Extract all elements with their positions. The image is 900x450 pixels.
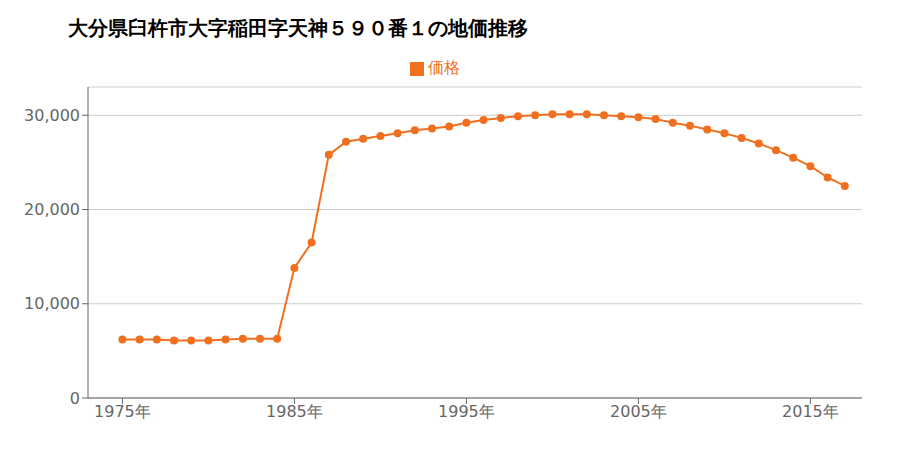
svg-text:1985年: 1985年 xyxy=(266,402,323,421)
svg-text:0: 0 xyxy=(70,389,80,408)
svg-text:1975年: 1975年 xyxy=(94,402,151,421)
svg-text:1995年: 1995年 xyxy=(438,402,495,421)
svg-text:10,000: 10,000 xyxy=(24,294,80,313)
html-text:価格: 価格 xyxy=(428,58,460,77)
svg-text:30,000: 30,000 xyxy=(24,106,80,125)
svg-text:2015年: 2015年 xyxy=(782,402,839,421)
html-text:大分県臼杵市大字稲田字天神５９０番１の地価推移: 大分県臼杵市大字稲田字天神５９０番１の地価推移 xyxy=(68,16,528,40)
svg-text:2005年: 2005年 xyxy=(610,402,667,421)
svg-text:20,000: 20,000 xyxy=(24,200,80,219)
